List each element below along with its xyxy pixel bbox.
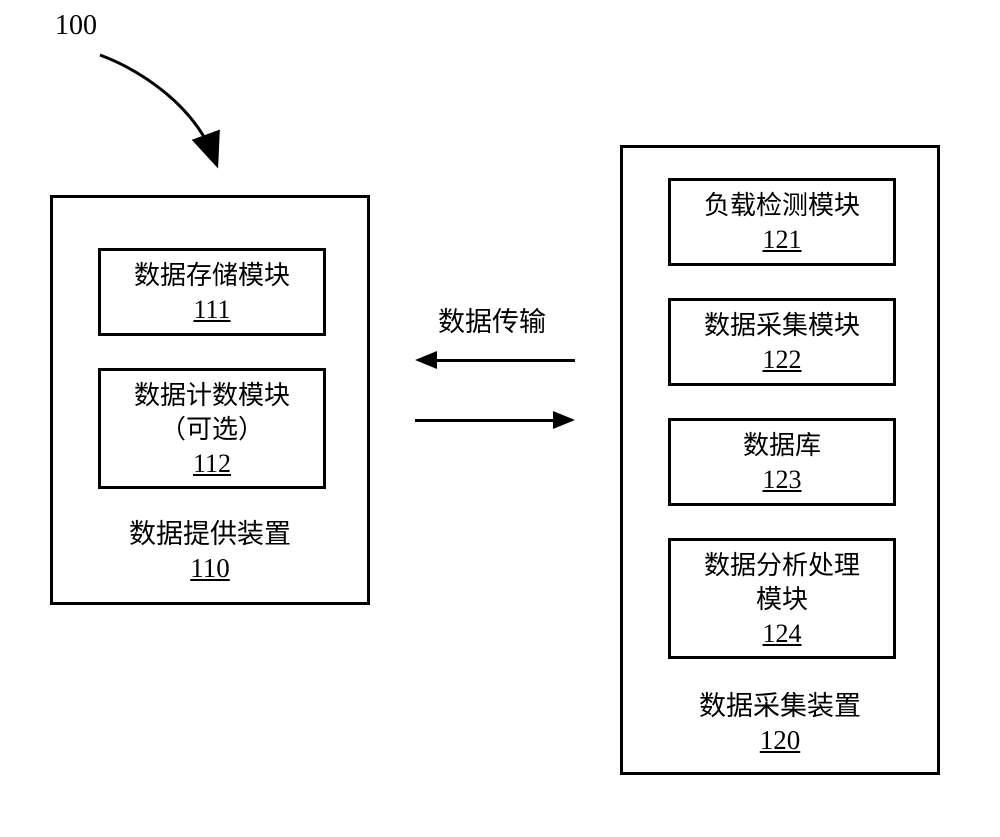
arrow-left-line [435,359,575,362]
box-num: 111 [111,293,313,327]
box-title: 数据采集模块 [681,309,883,343]
arrow-left-head-icon [415,351,437,369]
box-data-analysis: 数据分析处理 模块 124 [668,538,896,659]
system-pointer-arrow [0,0,300,200]
box-num: 121 [681,223,883,257]
left-container-title: 数据提供装置 [53,512,367,551]
box-data-count: 数据计数模块 （可选） 112 [98,368,326,489]
left-container-num: 110 [53,553,367,584]
arrow-right-line [415,419,555,422]
box-title: 数据计数模块 （可选） [111,379,313,447]
box-load-detect: 负载检测模块 121 [668,178,896,266]
box-num: 124 [681,617,883,651]
arrow-right-head-icon [553,411,575,429]
box-title: 数据库 [681,429,883,463]
left-container: 数据存储模块 111 数据计数模块 （可选） 112 数据提供装置 110 [50,195,370,605]
right-container-num: 120 [623,725,937,756]
box-title: 数据分析处理 模块 [681,549,883,617]
box-database: 数据库 123 [668,418,896,506]
box-num: 112 [111,447,313,481]
transfer-label: 数据传输 [438,300,546,339]
box-data-storage: 数据存储模块 111 [98,248,326,336]
box-num: 122 [681,343,883,377]
box-num: 123 [681,463,883,497]
right-container: 负载检测模块 121 数据采集模块 122 数据库 123 数据分析处理 模块 … [620,145,940,775]
box-title: 负载检测模块 [681,189,883,223]
box-data-collect: 数据采集模块 122 [668,298,896,386]
right-container-title: 数据采集装置 [623,684,937,723]
box-title: 数据存储模块 [111,259,313,293]
